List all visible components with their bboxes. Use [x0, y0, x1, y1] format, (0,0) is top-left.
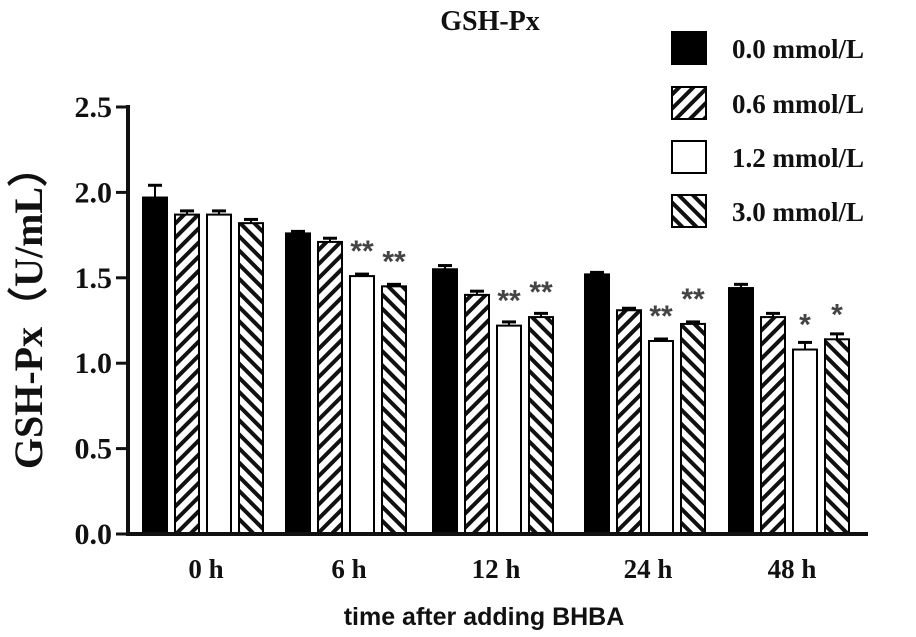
bar	[142, 196, 168, 536]
bar	[238, 222, 264, 535]
x-tick-label: 24 h	[624, 554, 673, 584]
bar	[496, 324, 522, 535]
legend-swatch	[671, 31, 707, 65]
y-axis-label: GSH-Px（U/mL）	[6, 147, 51, 469]
y-tick-label: 2.0	[75, 176, 113, 209]
bar	[464, 293, 490, 535]
bar	[760, 316, 786, 536]
x-tick-label: 0 h	[188, 554, 223, 584]
y-tick-label: 0.5	[75, 433, 113, 466]
chart-title: GSH-Px	[440, 6, 540, 37]
legend: 0.0 mmol/L 0.6 mmol/L 1.2 mmol/L 3.0 mmol/L	[671, 31, 864, 228]
bar	[680, 322, 706, 535]
legend-label: 0.0 mmol/L	[732, 34, 864, 64]
bar	[648, 339, 674, 535]
bar	[206, 213, 232, 535]
significance-label: **	[350, 235, 374, 268]
axes	[126, 105, 868, 536]
bar	[432, 268, 458, 535]
y-axis-ticks: 0.0 0.5 1.0 1.5 2.0 2.5	[75, 91, 128, 551]
x-tick-label: 12 h	[472, 554, 521, 584]
legend-label: 1.2 mmol/L	[732, 143, 864, 173]
bar	[317, 240, 343, 535]
bar	[381, 285, 407, 535]
bars: ** **** ******* *	[142, 183, 850, 536]
bar	[174, 213, 200, 535]
significance-label: *	[799, 309, 811, 342]
y-tick-label: 1.5	[75, 262, 113, 295]
legend-swatch	[671, 86, 707, 120]
legend-swatch	[671, 140, 707, 174]
bar	[792, 348, 818, 536]
bar	[616, 309, 642, 536]
significance-label: **	[681, 283, 705, 316]
y-tick-label: 1.0	[75, 347, 113, 380]
legend-swatch	[671, 194, 707, 228]
bar	[728, 287, 754, 535]
bar	[349, 275, 375, 535]
significance-label: **	[497, 285, 521, 318]
x-axis-label: time after adding BHBA	[344, 603, 625, 631]
significance-label: *	[831, 298, 843, 331]
bar	[584, 273, 610, 535]
x-tick-label: 48 h	[768, 554, 817, 584]
legend-label: 3.0 mmol/L	[732, 197, 864, 227]
bar	[528, 316, 554, 536]
significance-label: **	[529, 276, 553, 309]
y-tick-label: 2.5	[75, 91, 113, 124]
x-tick-label: 6 h	[331, 554, 366, 584]
legend-label: 0.6 mmol/L	[732, 89, 864, 119]
y-tick-label: 0.0	[75, 518, 113, 551]
significance-label: **	[649, 300, 673, 333]
bar	[285, 232, 311, 535]
bar	[824, 338, 850, 535]
x-axis-tick-labels: 0 h 6 h 12 h 24 h 48 h	[188, 554, 816, 584]
significance-label: **	[382, 245, 406, 278]
